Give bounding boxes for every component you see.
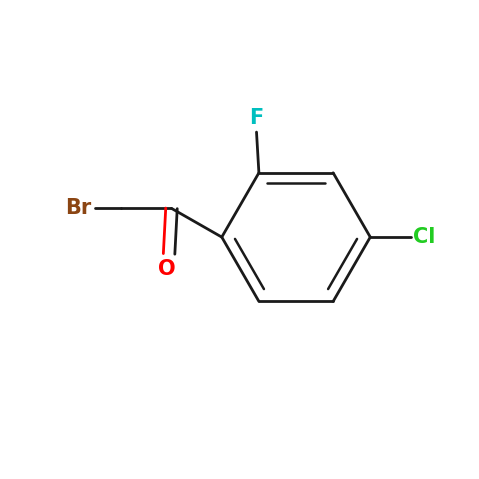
Text: O: O (158, 259, 175, 279)
Text: F: F (250, 108, 263, 128)
Text: Br: Br (65, 198, 91, 218)
Text: Cl: Cl (413, 227, 436, 247)
